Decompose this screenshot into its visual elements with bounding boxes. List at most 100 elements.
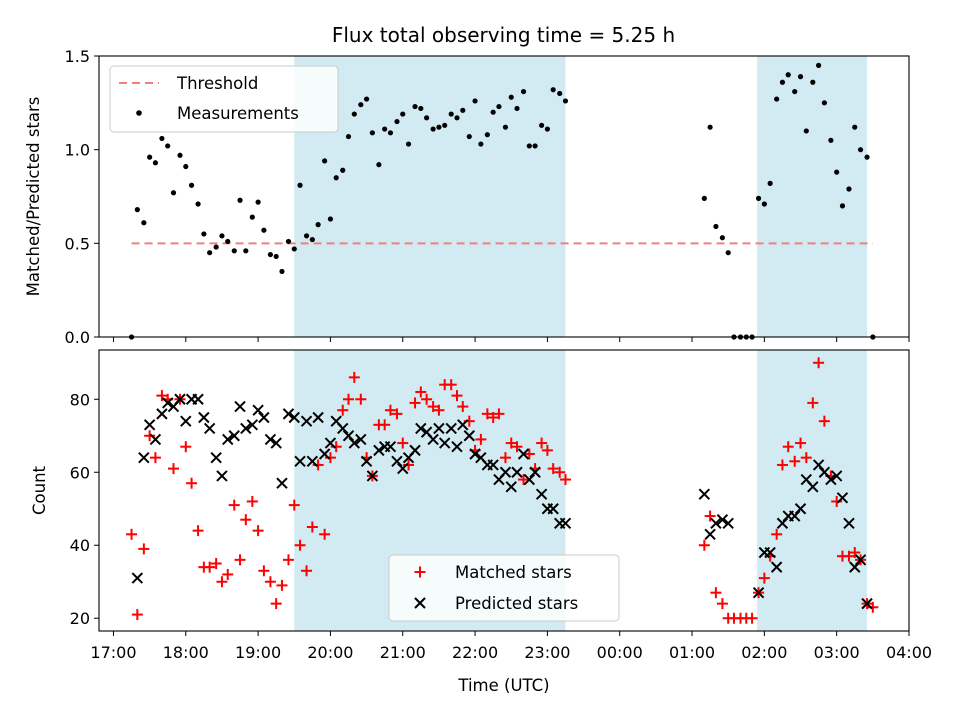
matched-star-point bbox=[481, 408, 493, 420]
predicted-star-point bbox=[710, 517, 722, 530]
predicted-star-point bbox=[264, 433, 277, 446]
measurement-point bbox=[713, 223, 719, 230]
measurement-point bbox=[219, 233, 225, 239]
predicted-star-point bbox=[499, 466, 512, 478]
measurement-point bbox=[322, 158, 328, 164]
predicted-star-point bbox=[529, 466, 541, 478]
measurement-point bbox=[852, 124, 858, 130]
xtick-label: 01:00 bbox=[669, 643, 715, 662]
top-panel-frame bbox=[98, 55, 910, 338]
matched-star-point bbox=[511, 441, 523, 453]
measurement-point bbox=[134, 207, 140, 213]
matched-star-point bbox=[180, 441, 192, 453]
matched-star-point bbox=[849, 547, 861, 559]
legend-predicted-label: Predicted stars bbox=[455, 594, 578, 613]
predicted-star-point bbox=[192, 393, 204, 405]
measurement-point bbox=[165, 143, 171, 149]
predicted-star-point bbox=[559, 517, 572, 530]
predicted-star-point bbox=[469, 448, 481, 460]
measurement-point bbox=[707, 124, 713, 130]
predicted-star-point bbox=[505, 481, 517, 493]
matched-star-point bbox=[276, 579, 288, 591]
measurement-point bbox=[249, 214, 255, 220]
predicted-star-point bbox=[384, 441, 397, 453]
measurement-point bbox=[195, 201, 201, 207]
matched-star-point bbox=[355, 393, 367, 405]
measurement-point bbox=[532, 143, 538, 149]
predicted-star-point bbox=[752, 586, 765, 599]
measurement-point bbox=[412, 103, 418, 110]
xtick-label: 18:00 bbox=[163, 643, 209, 662]
measurement-point bbox=[430, 126, 436, 132]
predicted-star-point bbox=[342, 430, 355, 442]
measurement-point bbox=[821, 100, 827, 106]
predicted-star-point bbox=[427, 433, 439, 446]
ytick-label: 1.0 bbox=[65, 141, 90, 160]
matched-star-point bbox=[319, 528, 331, 540]
matched-star-point bbox=[493, 408, 505, 420]
predicted-star-point bbox=[156, 408, 168, 420]
measurement-point bbox=[520, 88, 527, 95]
measurement-point bbox=[490, 109, 496, 115]
matched-star-point bbox=[433, 404, 445, 416]
predicted-star-point bbox=[198, 411, 210, 424]
predicted-star-point bbox=[825, 473, 837, 486]
predicted-star-point bbox=[210, 451, 222, 464]
matched-star-point bbox=[131, 609, 143, 621]
measurement-point bbox=[544, 126, 550, 132]
matched-star-point bbox=[698, 539, 710, 551]
predicted-star-point bbox=[161, 397, 174, 409]
bottom-panel: 20 40 60 80 17:00 18:00 19:00 20:00 21:00 22:00 2… bbox=[30, 349, 932, 695]
predicted-star-point bbox=[807, 481, 819, 493]
ytick-label: 1.5 bbox=[65, 47, 90, 66]
predicted-star-point bbox=[487, 459, 499, 471]
matched-star-point bbox=[384, 404, 396, 416]
matched-star-point bbox=[499, 452, 511, 464]
measurement-point bbox=[864, 154, 870, 160]
matched-star-point bbox=[288, 499, 300, 511]
matched-star-point bbox=[789, 455, 801, 467]
matched-star-point bbox=[800, 452, 812, 464]
predicted-star-point bbox=[252, 404, 264, 416]
measurement-point bbox=[779, 79, 786, 85]
predicted-star-point bbox=[294, 455, 306, 468]
predicted-star-point bbox=[348, 437, 361, 449]
predicted-star-point bbox=[457, 419, 469, 431]
predicted-star-point bbox=[143, 419, 156, 431]
matched-star-point bbox=[403, 459, 415, 471]
matched-star-point bbox=[831, 495, 843, 507]
predicted-star-point bbox=[270, 437, 282, 449]
bottom-panel-frame bbox=[98, 349, 910, 632]
measurement-point bbox=[141, 220, 147, 226]
predicted-star-point bbox=[131, 572, 144, 584]
measurement-point bbox=[454, 115, 460, 121]
measurement-point bbox=[273, 253, 279, 260]
matched-star-point bbox=[246, 495, 258, 507]
measurement-point bbox=[484, 132, 490, 138]
measurement-point bbox=[502, 124, 509, 130]
matched-star-point bbox=[324, 452, 336, 464]
legend-threshold-label: Threshold bbox=[176, 74, 258, 93]
measurement-point bbox=[291, 246, 297, 252]
matched-star-point bbox=[518, 474, 530, 486]
xtick-label: 20:00 bbox=[307, 643, 353, 662]
matched-star-point bbox=[409, 397, 421, 409]
ytick-label: 0.0 bbox=[65, 328, 90, 347]
observing-span-1 bbox=[294, 56, 566, 337]
predicted-star-point bbox=[138, 451, 150, 464]
xtick-label: 02:00 bbox=[741, 643, 787, 662]
predicted-star-point bbox=[228, 430, 240, 442]
measurement-point bbox=[418, 105, 424, 112]
ytick-label: 40 bbox=[70, 536, 90, 555]
matched-star-point bbox=[270, 598, 282, 610]
measurement-point bbox=[466, 133, 472, 140]
predicted-star-point bbox=[397, 462, 409, 475]
matched-star-point bbox=[758, 572, 770, 584]
predicted-star-point bbox=[222, 433, 234, 446]
matched-star-point bbox=[487, 412, 499, 424]
matched-star-point bbox=[704, 510, 716, 522]
ytick-label: 0.5 bbox=[65, 234, 90, 253]
matched-star-point bbox=[782, 441, 794, 453]
predicted-star-point bbox=[704, 528, 716, 540]
matched-star-point bbox=[204, 561, 216, 573]
